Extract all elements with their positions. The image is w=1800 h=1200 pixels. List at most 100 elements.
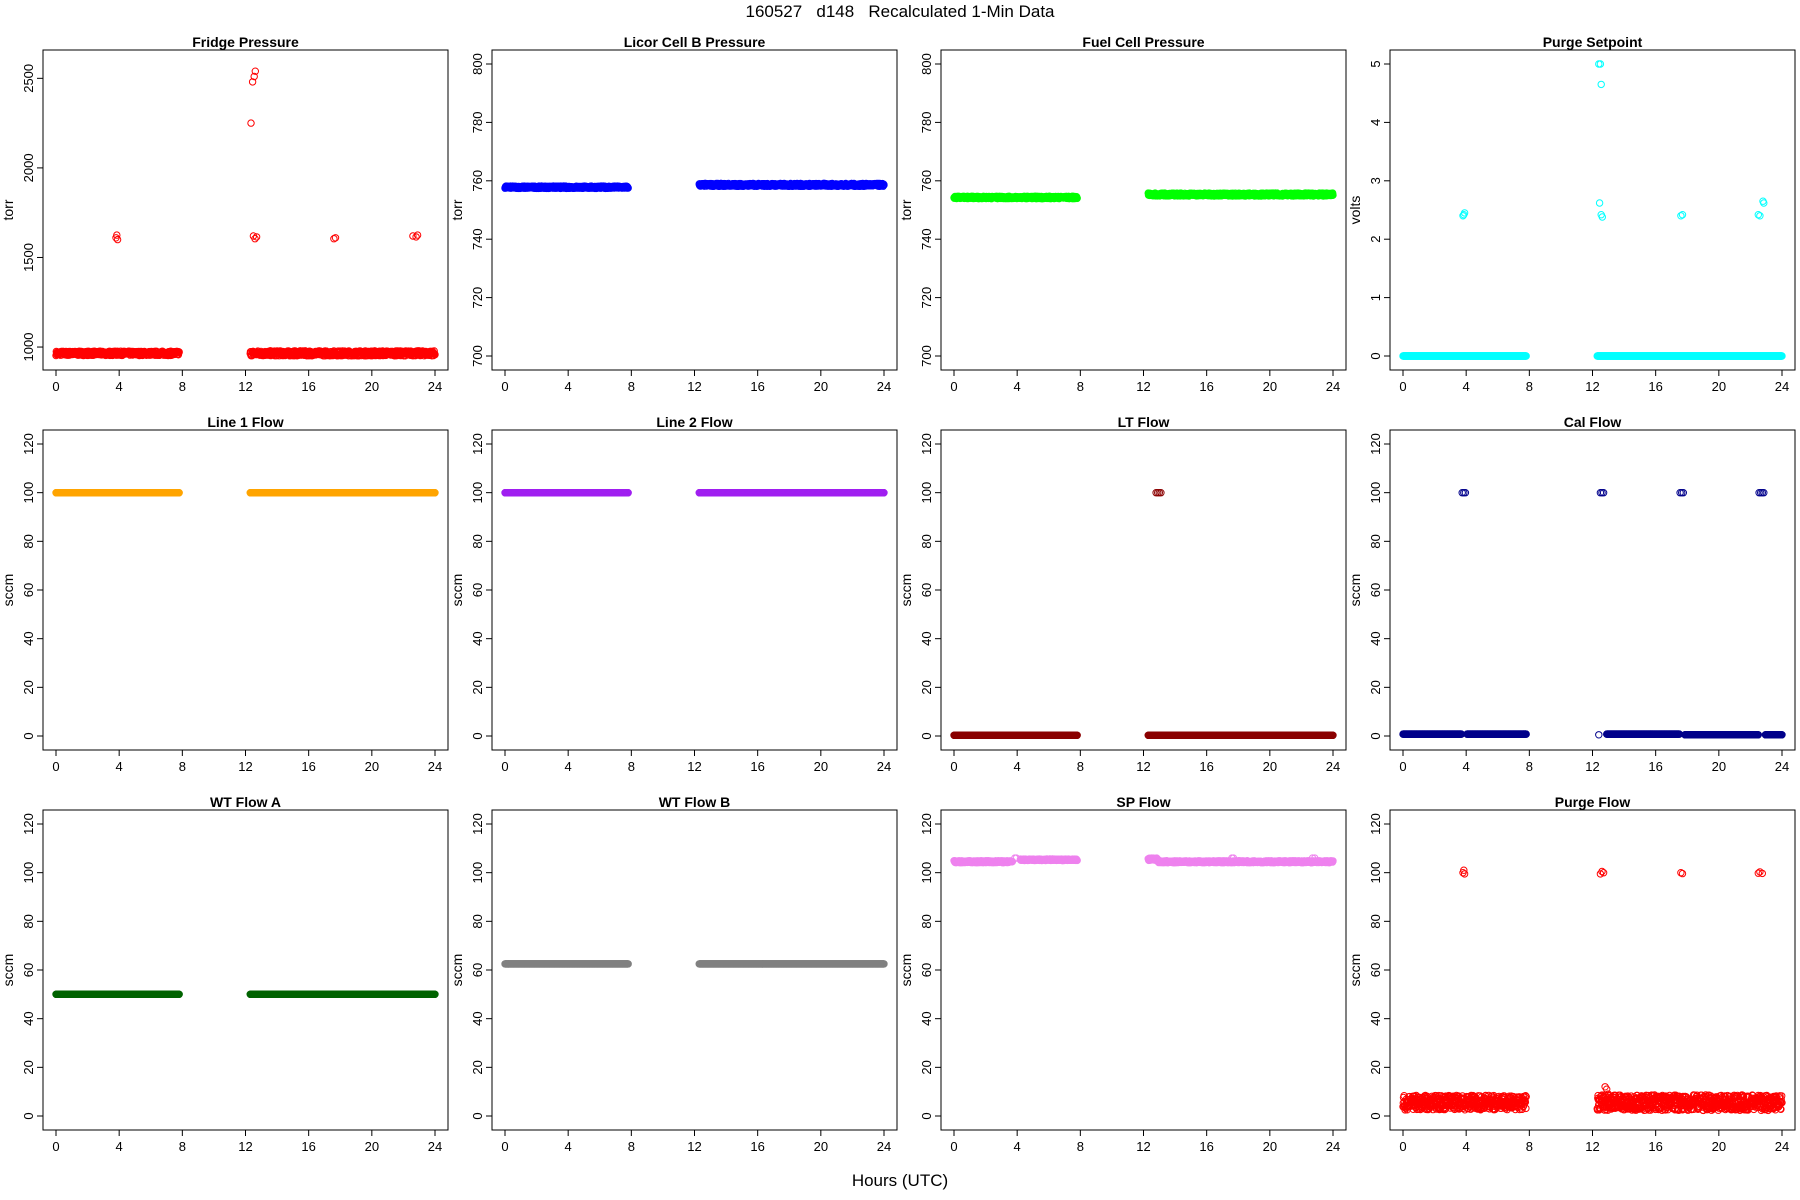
y-tick-label: 40 [21,631,36,645]
y-tick-label: 0 [21,732,36,739]
y-tick-label: 720 [470,287,485,309]
y-tick-label: 2000 [21,153,36,182]
x-tick-label: 8 [1526,379,1533,394]
x-tick-label: 12 [1136,379,1150,394]
data-point [1678,211,1687,219]
data-point [113,231,121,239]
panel-title: Licor Cell B Pressure [624,34,766,50]
x-tick-label: 8 [179,759,186,774]
data-point [1073,194,1081,203]
data-point [1329,191,1337,199]
data-point [331,234,340,242]
x-tick-label: 16 [1648,379,1662,394]
y-tick-label: 760 [919,170,934,192]
y-tick-label: 4 [1368,119,1383,126]
y-tick-label: 700 [470,345,485,367]
data-point [248,78,257,86]
x-tick-label: 8 [1077,379,1084,394]
data-point [1460,209,1469,217]
data-point [113,235,122,244]
y-tick-label: 740 [919,228,934,250]
y-tick-label: 700 [919,345,934,367]
data-series [52,67,439,360]
x-tick-label: 4 [116,379,123,394]
x-tick-label: 4 [1014,379,1021,394]
data-point [1754,211,1763,219]
plot-frame [940,49,1347,371]
y-tick-label: 720 [919,287,934,309]
data-point [252,233,261,241]
x-tick-label: 16 [750,379,764,394]
y-axis-label: torr [0,199,16,220]
data-point [624,184,632,192]
y-tick-label: 0 [1368,352,1383,359]
data-series [1399,60,1786,360]
plot-frame [1389,49,1796,371]
x-tick-label: 0 [52,379,59,394]
y-tick-label: 1000 [21,333,36,362]
x-tick-label: 0 [1399,379,1406,394]
plot-frame [491,49,898,371]
x-tick-label: 12 [1585,379,1599,394]
data-point [409,232,417,240]
x-tick-label: 20 [1712,379,1726,394]
plot-frame [42,429,449,751]
x-tick-label: 12 [238,759,252,774]
panel-title: Fuel Cell Pressure [1082,34,1204,50]
x-tick-label: 0 [52,759,59,774]
data-point [880,181,888,189]
data-point [1597,80,1605,89]
data-point [1598,213,1607,221]
data-point [1677,212,1685,220]
data-point [175,348,183,356]
data-point [412,233,420,241]
y-tick-label: 120 [21,433,36,455]
x-tick-label: 16 [301,759,315,774]
y-tick-label: 760 [470,170,485,192]
data-point [1760,199,1768,207]
x-tick-label: 24 [428,759,442,774]
y-tick-label: 740 [470,228,485,250]
figure-title: 160527 d148 Recalculated 1-Min Data [745,2,1055,21]
x-tick-label: 8 [628,379,635,394]
y-tick-label: 780 [919,112,934,134]
y-tick-label: 2500 [21,64,36,93]
data-point [430,347,438,355]
y-axis-label: torr [449,199,465,220]
x-tick-label: 20 [365,759,379,774]
data-point [251,67,260,75]
y-tick-label: 3 [1368,177,1383,184]
x-tick-label: 12 [238,379,252,394]
x-tick-label: 24 [1775,379,1789,394]
x-tick-label: 20 [365,379,379,394]
x-tick-label: 4 [116,759,123,774]
y-tick-label: 800 [919,53,934,75]
x-tick-label: 16 [301,379,315,394]
x-tick-label: 12 [687,379,701,394]
y-tick-label: 1 [1368,294,1383,301]
x-tick-label: 24 [428,379,442,394]
y-tick-label: 780 [470,112,485,134]
y-tick-label: 1500 [21,243,36,272]
panel-title: Line 1 Flow [207,414,283,430]
x-tick-label: 20 [1263,379,1277,394]
data-point [250,72,258,81]
x-tick-label: 4 [565,379,572,394]
y-axis-label: volts [1347,196,1363,225]
data-series [950,189,1337,203]
y-axis-label: sccm [0,574,16,607]
x-tick-label: 16 [1199,379,1213,394]
y-tick-label: 80 [21,534,36,548]
x-tick-label: 8 [179,379,186,394]
data-point [1756,212,1764,220]
y-tick-label: 20 [21,680,36,694]
x-tick-label: 4 [1463,379,1470,394]
data-point [330,235,338,243]
x-tick-label: 20 [814,379,828,394]
data-point [1596,60,1605,68]
data-point [247,119,255,127]
